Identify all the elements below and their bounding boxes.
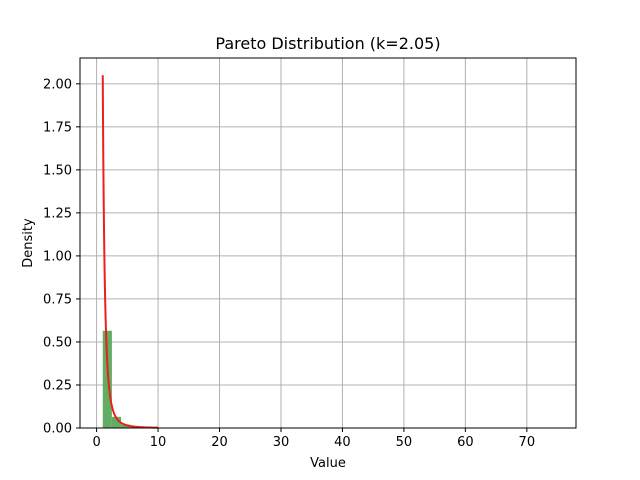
y-tick-label: 1.00 [43,249,72,264]
x-tick-label: 60 [457,435,474,450]
x-tick-label: 50 [396,435,413,450]
x-tick-label: 0 [92,435,100,450]
x-axis-ticks: 0 10 20 30 40 50 60 70 [92,428,535,450]
y-tick-label: 1.75 [43,120,72,135]
x-tick-label: 30 [273,435,290,450]
histogram-bar [111,416,122,428]
histogram-bar [102,330,112,428]
y-tick-label: 0.00 [43,422,72,437]
histogram-bar [121,424,131,428]
chart-title: Pareto Distribution (k=2.05) [215,34,440,53]
pdf-curve-line [101,75,159,429]
x-tick-label: 70 [519,435,536,450]
y-axis-label: Density [21,218,36,268]
y-axis-ticks: 0.00 0.25 0.50 0.75 1.00 1.25 1.50 1.75 2.00 [43,77,80,437]
y-tick-label: 1.50 [43,163,72,178]
y-tick-label: 0.25 [43,378,72,393]
histogram-bars [102,330,158,428]
y-tick-label: 0.75 [43,292,72,307]
pdf-curve-layer [101,75,159,429]
x-tick-label: 10 [150,435,167,450]
x-tick-label: 20 [211,435,228,450]
x-axis-label: Value [310,456,346,471]
x-tick-label: 40 [334,435,351,450]
y-tick-label: 1.25 [43,206,72,221]
y-tick-label: 0.50 [43,335,72,350]
grid-lines [80,58,576,429]
y-tick-label: 2.00 [43,77,72,92]
plot-frame [79,57,577,429]
